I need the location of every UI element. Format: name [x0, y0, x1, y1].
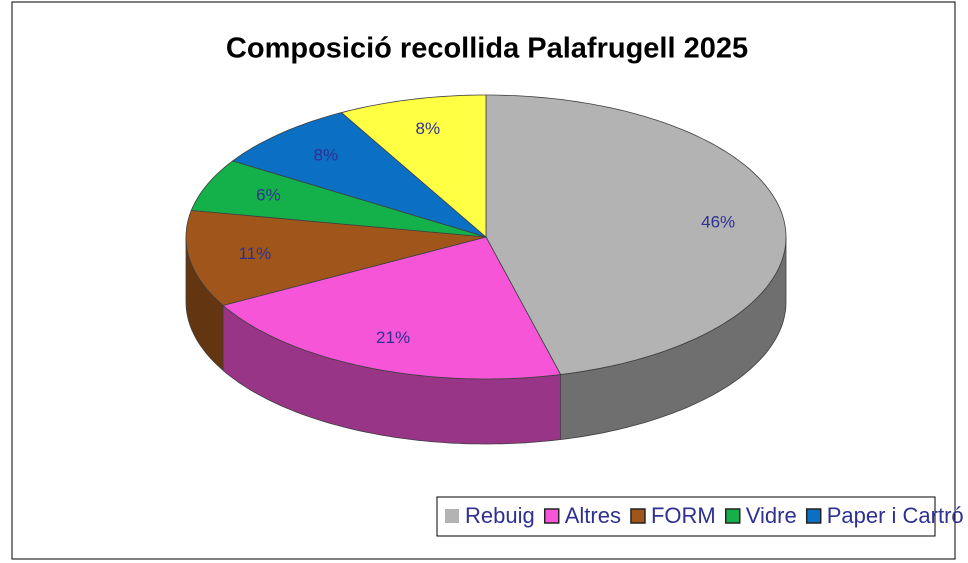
slice [485, 94, 787, 375]
data-label: 6% [256, 186, 281, 205]
chart-title: Composició recollida Palafrugell 2025 [226, 33, 748, 65]
legend-marker [805, 508, 822, 524]
slice [231, 112, 487, 238]
legend-box [436, 496, 936, 537]
legend-label: Rebuig [465, 503, 535, 528]
legend-label: Altres [565, 503, 621, 528]
data-label: 8% [314, 146, 339, 165]
data-label: 46% [701, 213, 735, 232]
legend-label: Paper i Cartró [827, 503, 964, 528]
legend-label: Vidre [746, 503, 797, 528]
legend-marker [724, 508, 741, 524]
legend-marker [543, 508, 560, 524]
legend-marker [630, 508, 646, 524]
slice [222, 236, 562, 380]
data-label: 8% [416, 119, 441, 138]
data-label: 21% [376, 328, 410, 347]
data-label: 11% [238, 244, 271, 263]
slice [340, 94, 487, 238]
slice [190, 160, 487, 238]
legend-label: FORM [651, 503, 716, 528]
slice [185, 209, 487, 306]
legend-marker [445, 509, 459, 523]
